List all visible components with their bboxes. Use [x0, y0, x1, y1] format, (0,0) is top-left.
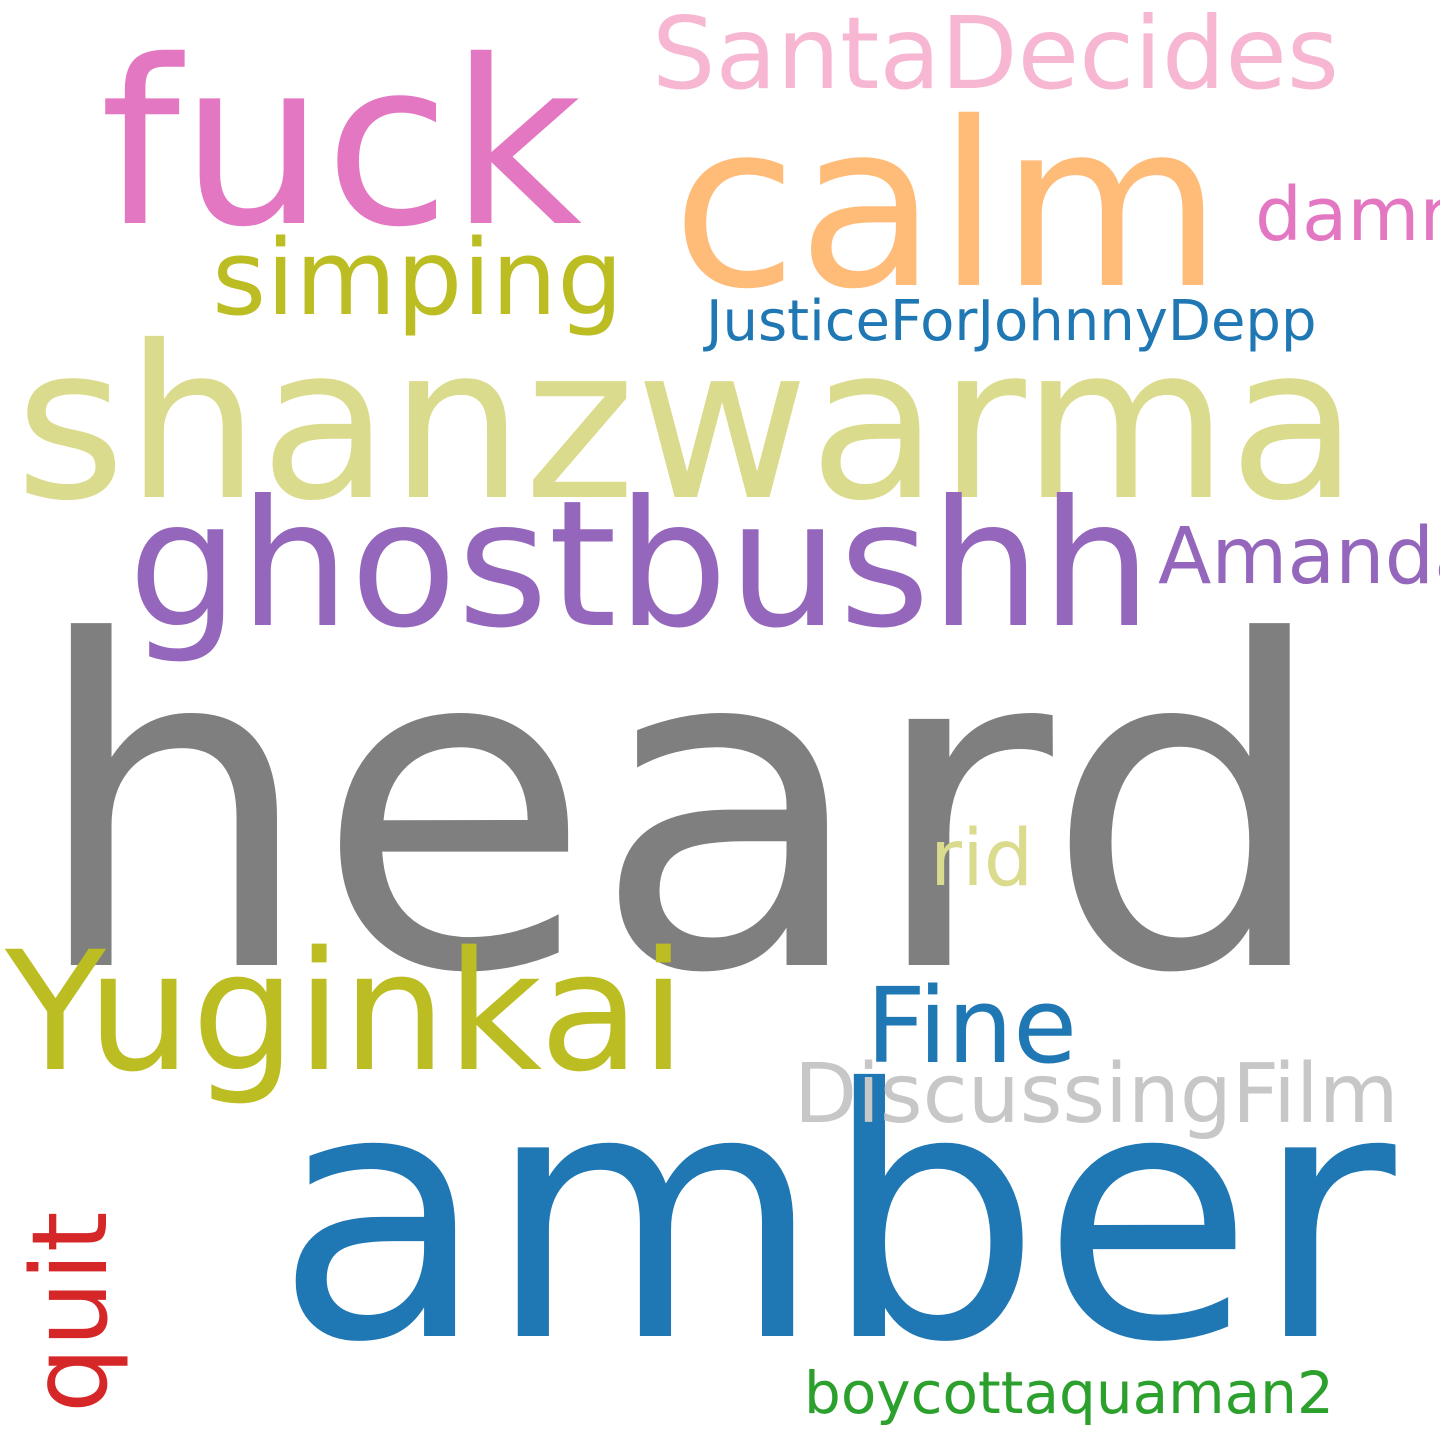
word-ghostbushh: ghostbushh	[128, 464, 1152, 667]
word-justicefordepp: JusticeForJohnnyDepp	[706, 289, 1317, 354]
word-heard: heard	[30, 548, 1331, 1072]
word-shanzwarma: shanzwarma	[15, 300, 1359, 547]
word-simping: simping	[212, 217, 624, 339]
word-rid: rid	[930, 814, 1034, 904]
word-damn: damn	[1255, 172, 1440, 258]
word-fine: Fine	[866, 965, 1078, 1087]
word-santadecides: SantaDecides	[652, 0, 1340, 112]
word-calm: calm	[672, 73, 1223, 339]
word-yuginkai: Yuginkai	[5, 916, 687, 1108]
word-amber: amber	[275, 1017, 1396, 1418]
word-quit: quit	[9, 1211, 131, 1413]
word-discussingfilm: DiscussingFilm	[794, 1047, 1399, 1142]
word-boycottaquaman2: boycottaquaman2	[804, 1359, 1334, 1427]
word-amanda: Amanda	[1158, 512, 1440, 602]
word-fuck: fuck	[100, 11, 583, 277]
